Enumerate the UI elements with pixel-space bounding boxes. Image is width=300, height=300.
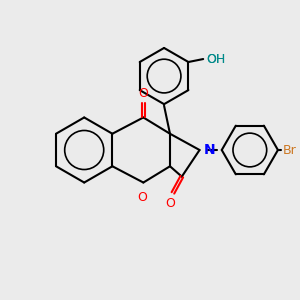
Text: Br: Br <box>282 143 296 157</box>
Text: N: N <box>204 143 216 157</box>
Text: O: O <box>138 87 148 100</box>
Text: OH: OH <box>206 52 225 66</box>
Text: O: O <box>137 191 147 204</box>
Text: O: O <box>165 197 175 210</box>
Text: OH: OH <box>206 52 225 66</box>
